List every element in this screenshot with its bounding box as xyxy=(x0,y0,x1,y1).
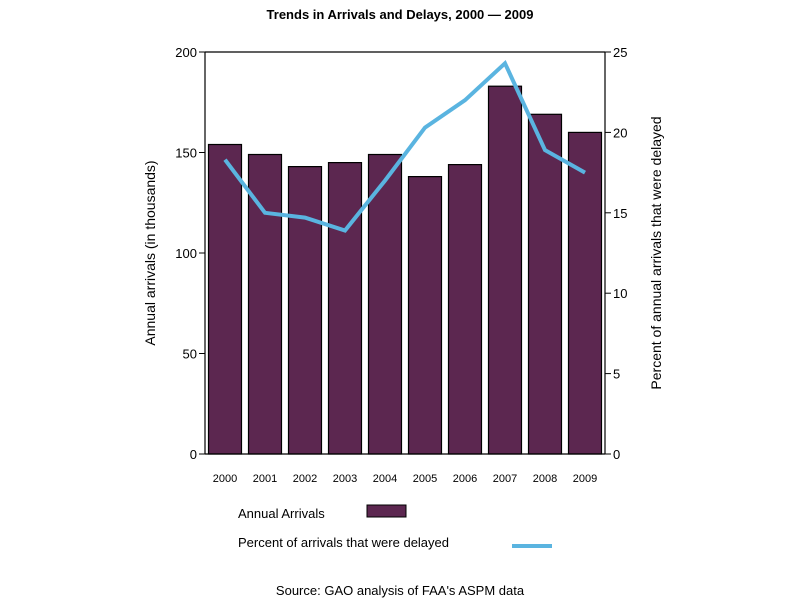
x-tick-label: 2002 xyxy=(293,473,317,485)
y-tick-label: 50 xyxy=(183,347,197,362)
y2-tick-label: 5 xyxy=(613,367,620,382)
y-tick-label: 0 xyxy=(190,447,197,462)
bar-2007 xyxy=(487,85,523,455)
x-tick-label: 2004 xyxy=(373,473,397,485)
y2-tick-label: 15 xyxy=(613,206,627,221)
y-tick-label: 150 xyxy=(175,146,197,161)
x-tick-label: 2005 xyxy=(413,473,437,485)
source-note: Source: GAO analysis of FAA's ASPM data xyxy=(276,583,525,598)
x-tick-label: 2001 xyxy=(253,473,277,485)
x-tick-label: 2008 xyxy=(533,473,557,485)
y-axis-label: Annual arrivals (in thousands) xyxy=(142,160,158,345)
bar-2008 xyxy=(527,113,563,455)
x-tick-label: 2006 xyxy=(453,473,477,485)
bar-2009 xyxy=(567,131,603,455)
legend-label-delayed: Percent of arrivals that were delayed xyxy=(238,535,449,550)
y2-tick-label: 20 xyxy=(613,125,627,140)
legend: Annual Arrivals Percent of arrivals that… xyxy=(238,504,552,550)
bar-2000 xyxy=(207,143,243,455)
y-tick-label: 200 xyxy=(175,45,197,60)
left-axis-ticks: 0 50 100 150 200 xyxy=(175,45,205,462)
bar-2003 xyxy=(327,162,363,455)
x-axis-ticks: 2000 2001 2002 2003 2004 2005 2006 2007 2008 2009 xyxy=(213,473,597,485)
x-tick-label: 2000 xyxy=(213,473,237,485)
right-axis-ticks: 0 5 10 15 20 25 xyxy=(605,45,627,462)
bar-2002 xyxy=(287,166,323,455)
axes xyxy=(204,51,606,455)
bar-2004 xyxy=(367,153,403,455)
chart-title: Trends in Arrivals and Delays, 2000 — 20… xyxy=(267,7,534,22)
bar-2005 xyxy=(407,176,443,455)
legend-label-arrivals: Annual Arrivals xyxy=(238,506,325,521)
delay-percent-line xyxy=(223,59,586,233)
legend-swatch-arrivals xyxy=(366,504,407,518)
line-series xyxy=(223,59,586,233)
y2-axis-label: Percent of annual arrivals that were del… xyxy=(648,116,664,389)
bar-series xyxy=(207,85,603,455)
bar-2006 xyxy=(447,164,483,455)
y2-tick-label: 10 xyxy=(613,286,627,301)
y2-tick-label: 0 xyxy=(613,447,620,462)
x-tick-label: 2009 xyxy=(573,473,597,485)
x-tick-label: 2003 xyxy=(333,473,357,485)
x-tick-label: 2007 xyxy=(493,473,517,485)
bar-2001 xyxy=(247,153,283,455)
y2-tick-label: 25 xyxy=(613,45,627,60)
y-tick-label: 100 xyxy=(175,246,197,261)
